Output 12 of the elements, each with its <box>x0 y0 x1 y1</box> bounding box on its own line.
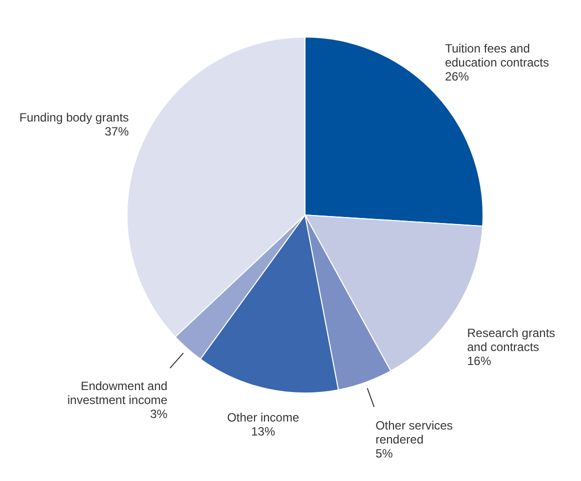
data-label: 5% <box>375 446 394 461</box>
data-label: 13% <box>251 424 276 438</box>
data-label: 3% <box>150 407 168 422</box>
data-label: 37% <box>104 124 130 139</box>
slice-label: Other income <box>227 410 300 424</box>
data-label: 26% <box>444 70 470 84</box>
slice-label: Tuition fees and education contracts <box>444 42 550 70</box>
slice-label: Funding body grants <box>19 110 129 125</box>
slice-label: Research grants and contracts <box>467 326 556 354</box>
data-label: 16% <box>467 354 492 368</box>
slice-label: Other services rendered <box>375 418 453 447</box>
slice-label: Endowment and investment income <box>67 379 168 408</box>
